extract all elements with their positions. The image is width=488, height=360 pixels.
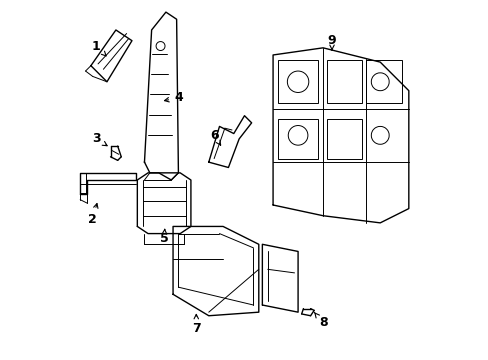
Text: 3: 3	[92, 132, 107, 146]
Bar	[278, 60, 317, 103]
Text: 6: 6	[209, 129, 220, 145]
Text: 1: 1	[92, 40, 106, 56]
Text: 5: 5	[160, 229, 168, 246]
Text: 9: 9	[327, 34, 336, 50]
Bar	[326, 60, 362, 103]
Bar	[326, 119, 362, 158]
Text: 8: 8	[314, 312, 327, 329]
Bar	[278, 119, 317, 158]
Text: 4: 4	[164, 91, 183, 104]
Text: 7: 7	[191, 314, 200, 335]
Bar	[365, 60, 401, 103]
Text: 2: 2	[88, 203, 98, 226]
